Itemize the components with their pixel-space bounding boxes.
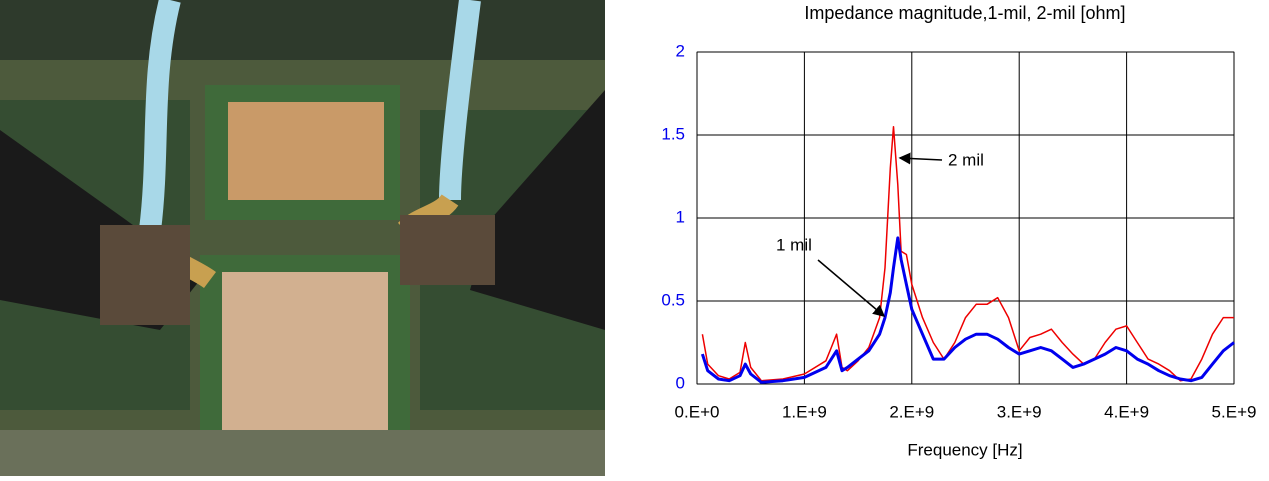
x-axis-label: Frequency [Hz] [907, 440, 1022, 459]
x-tick-label: 2.E+9 [889, 402, 934, 421]
chart-title: Impedance magnitude,1-mil, 2-mil [ohm] [804, 3, 1125, 23]
annotation: 1 mil [776, 235, 812, 254]
y-tick-label: 0.5 [661, 290, 685, 309]
y-tick-label: 1 [676, 207, 685, 226]
x-tick-label: 4.E+9 [1104, 402, 1149, 421]
y-tick-label: 1.5 [661, 124, 685, 143]
x-tick-label: 0.E+0 [675, 402, 720, 421]
x-tick-label: 1.E+9 [782, 402, 827, 421]
annotation: 2 mil [948, 150, 984, 169]
x-tick-label: 3.E+9 [997, 402, 1042, 421]
y-tick-label: 2 [676, 41, 685, 60]
photo [0, 0, 605, 476]
y-tick-label: 0 [676, 373, 685, 392]
x-tick-label: 5.E+9 [1212, 402, 1257, 421]
page: Impedance magnitude,1-mil, 2-mil [ohm] F… [0, 0, 1269, 476]
